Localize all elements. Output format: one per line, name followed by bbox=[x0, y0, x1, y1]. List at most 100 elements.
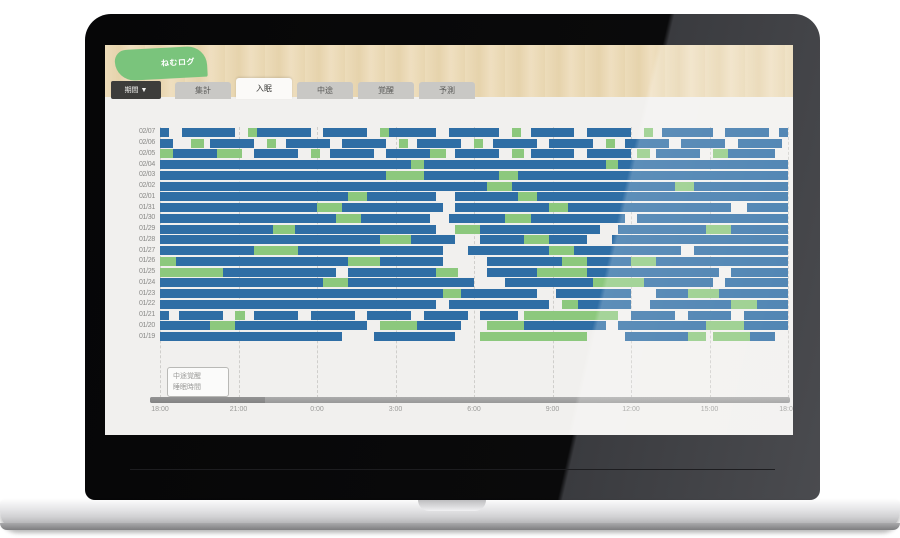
awake-segment bbox=[549, 246, 575, 256]
timeline-row: 02/04 bbox=[105, 159, 793, 170]
sleep-segment bbox=[728, 149, 776, 159]
row-track bbox=[160, 299, 788, 309]
awake-segment bbox=[631, 256, 657, 266]
timeline-row: 02/07 bbox=[105, 127, 793, 138]
timeline-row: 01/31 bbox=[105, 202, 793, 213]
row-track bbox=[160, 192, 788, 202]
sleep-segment bbox=[342, 138, 387, 148]
row-date-label: 01/27 bbox=[138, 246, 155, 254]
row-track bbox=[160, 256, 788, 266]
awake-segment bbox=[411, 160, 424, 170]
leaf-logo[interactable]: ねむログ bbox=[114, 45, 208, 82]
tab-5[interactable]: 予測 bbox=[419, 82, 475, 99]
sleep-segment bbox=[348, 278, 474, 288]
sleep-segment bbox=[160, 181, 487, 191]
sleep-segment bbox=[423, 310, 468, 320]
sleep-segment bbox=[160, 278, 324, 288]
gridline bbox=[474, 127, 475, 398]
timeline-row: 01/21 bbox=[105, 310, 793, 321]
sleep-segment bbox=[725, 127, 770, 137]
laptop-base bbox=[0, 500, 900, 530]
sleep-segment bbox=[536, 192, 788, 202]
timeline-row: 02/03 bbox=[105, 170, 793, 181]
sleep-segment bbox=[367, 192, 437, 202]
sleep-segment bbox=[160, 213, 336, 223]
chart-legend: 中途覚醒 睡眠時間 bbox=[167, 367, 229, 397]
awake-segment bbox=[273, 224, 295, 234]
row-date-label: 02/05 bbox=[138, 149, 155, 157]
sleep-segment bbox=[737, 138, 782, 148]
awake-segment bbox=[160, 267, 223, 277]
slider-handle[interactable] bbox=[150, 397, 266, 403]
sleep-segment bbox=[480, 224, 600, 234]
bezel-inner-line bbox=[130, 469, 775, 470]
timeline-row: 01/30 bbox=[105, 213, 793, 224]
awake-segment bbox=[379, 321, 418, 331]
timeline-row: 01/28 bbox=[105, 235, 793, 246]
sleep-segment bbox=[480, 235, 525, 245]
sleep-segment bbox=[568, 203, 732, 213]
sleep-segment bbox=[210, 138, 255, 148]
sleep-segment bbox=[181, 127, 236, 137]
awake-segment bbox=[335, 213, 361, 223]
awake-segment bbox=[323, 278, 349, 288]
sleep-segment bbox=[160, 224, 274, 234]
tab-1[interactable]: 集計 bbox=[175, 82, 231, 99]
sleep-segment bbox=[160, 310, 170, 320]
sleep-segment bbox=[505, 278, 594, 288]
sleep-segment bbox=[756, 299, 788, 309]
awake-segment bbox=[310, 149, 321, 159]
row-date-label: 01/22 bbox=[138, 300, 155, 308]
sleep-segment bbox=[160, 170, 387, 180]
sleep-timeline-chart: 02/07 02/06 02/05 02/04 02/03 02/02 02/01 01/31… bbox=[105, 99, 793, 435]
timeline-row: 02/01 bbox=[105, 192, 793, 203]
period-menu-button[interactable]: 期間 ▼ bbox=[111, 81, 161, 99]
row-date-label: 02/02 bbox=[138, 182, 155, 190]
row-date-label: 02/07 bbox=[138, 128, 155, 136]
row-track bbox=[160, 138, 788, 148]
awake-segment bbox=[480, 332, 588, 342]
tab-3[interactable]: 中途 bbox=[297, 82, 353, 99]
sleep-segment bbox=[577, 299, 631, 309]
sleep-segment bbox=[618, 321, 707, 331]
sleep-segment bbox=[624, 332, 688, 342]
sleep-segment bbox=[448, 213, 506, 223]
sleep-segment bbox=[342, 203, 443, 213]
base-bottom-edge bbox=[0, 523, 900, 530]
row-date-label: 01/30 bbox=[138, 214, 155, 222]
sleep-segment bbox=[386, 149, 431, 159]
awake-segment bbox=[254, 246, 299, 256]
sleep-segment bbox=[448, 127, 500, 137]
sleep-segment bbox=[555, 289, 631, 299]
time-axis-slider[interactable] bbox=[150, 397, 790, 403]
awake-segment bbox=[517, 192, 537, 202]
tab-strip: 集計 入眠 中途 覚醒 予測 bbox=[175, 78, 480, 99]
sleep-segment bbox=[649, 299, 732, 309]
row-track bbox=[160, 267, 788, 277]
sleep-segment bbox=[389, 127, 437, 137]
awake-segment bbox=[561, 256, 588, 266]
timeline-row: 01/19 bbox=[105, 331, 793, 342]
x-tick-label: 18:00 bbox=[779, 406, 793, 413]
sleep-segment bbox=[285, 138, 330, 148]
sleep-segment bbox=[160, 192, 349, 202]
row-track bbox=[160, 321, 788, 331]
sleep-segment bbox=[511, 181, 675, 191]
row-date-label: 01/29 bbox=[138, 225, 155, 233]
timeline-row: 01/23 bbox=[105, 288, 793, 299]
row-track bbox=[160, 160, 788, 170]
tab-2[interactable]: 入眠 bbox=[236, 78, 292, 99]
sleep-segment bbox=[587, 256, 631, 266]
sleep-segment bbox=[656, 289, 688, 299]
awake-segment bbox=[210, 321, 236, 331]
tab-4[interactable]: 覚醒 bbox=[358, 82, 414, 99]
row-date-label: 01/28 bbox=[138, 235, 155, 243]
sleep-segment bbox=[379, 256, 443, 266]
awake-segment bbox=[706, 224, 732, 234]
awake-segment bbox=[511, 127, 522, 137]
chart-rows: 02/07 02/06 02/05 02/04 02/03 02/02 02/01 01/31… bbox=[105, 127, 793, 342]
timeline-row: 02/06 bbox=[105, 138, 793, 149]
sleep-segment bbox=[681, 138, 726, 148]
row-date-label: 01/19 bbox=[138, 332, 155, 340]
sleep-segment bbox=[587, 127, 631, 137]
